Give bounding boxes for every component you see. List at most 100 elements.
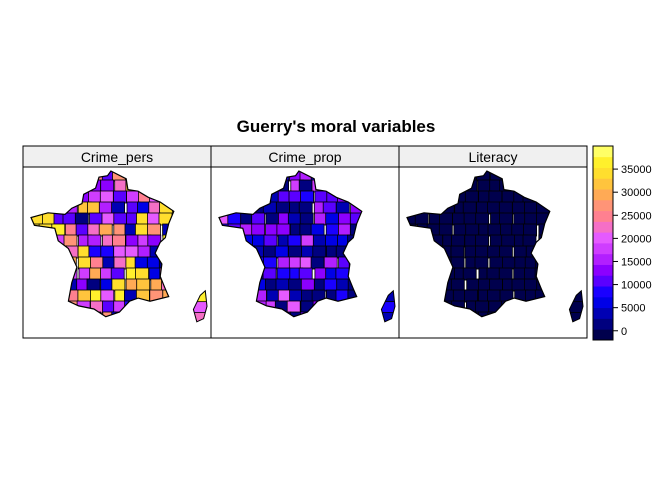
department — [263, 234, 278, 248]
color-key-swatch — [593, 318, 613, 330]
department — [86, 278, 101, 292]
department — [487, 223, 502, 237]
color-key-swatch — [593, 307, 613, 319]
color-key-tick-label: 10000 — [621, 280, 652, 292]
department — [475, 212, 490, 226]
map-panel: Literacy — [398, 145, 588, 339]
department — [498, 267, 513, 281]
color-key-swatch — [593, 167, 613, 179]
department — [512, 201, 526, 215]
department — [498, 201, 513, 215]
department — [251, 212, 266, 226]
department — [569, 312, 583, 322]
department — [478, 311, 492, 317]
department — [137, 245, 152, 259]
department — [511, 223, 526, 237]
department — [452, 212, 467, 226]
department — [465, 223, 480, 237]
department — [290, 311, 305, 317]
department — [501, 190, 516, 204]
department — [100, 245, 115, 259]
department — [511, 278, 526, 292]
color-key-swatch — [593, 156, 613, 168]
department — [289, 289, 304, 303]
department — [111, 201, 125, 215]
department — [438, 223, 453, 237]
department — [288, 245, 302, 259]
department — [300, 234, 315, 248]
department — [113, 190, 127, 204]
department — [335, 267, 350, 281]
department — [488, 278, 503, 292]
panel-label: Literacy — [468, 149, 517, 165]
department — [89, 212, 103, 226]
department — [475, 300, 489, 314]
department — [498, 245, 513, 259]
department — [274, 245, 289, 259]
department — [286, 300, 301, 314]
department — [325, 223, 340, 237]
department — [262, 267, 277, 281]
department — [276, 267, 291, 281]
department — [338, 212, 352, 226]
department — [489, 234, 504, 248]
department — [323, 278, 338, 292]
color-key-swatch — [593, 178, 613, 190]
color-key: 0 5000 10000 15000 20000 25000 30000 35000 — [592, 145, 652, 341]
department — [462, 267, 477, 281]
department — [134, 223, 149, 237]
department — [87, 234, 102, 248]
department — [299, 212, 314, 226]
color-key-swatch — [593, 221, 613, 233]
department — [300, 190, 315, 204]
department — [322, 201, 337, 215]
department — [88, 190, 102, 204]
department — [276, 223, 291, 237]
department — [324, 234, 339, 248]
department — [450, 278, 465, 292]
country-outline — [218, 170, 363, 318]
color-key-swatch — [593, 253, 613, 265]
department — [523, 223, 537, 237]
color-key-tick-label: 30000 — [621, 187, 652, 199]
map-panels: Crime_pers Crime_prop Literacy — [22, 145, 588, 339]
department — [265, 212, 280, 226]
department — [98, 201, 113, 215]
color-key-swatch — [593, 286, 613, 298]
color-key-swatch — [593, 189, 613, 201]
department — [147, 223, 161, 237]
department — [136, 278, 151, 292]
department — [110, 267, 125, 281]
department — [524, 201, 538, 215]
department — [524, 278, 538, 292]
department — [298, 179, 313, 193]
map-panel: Crime_prop — [210, 145, 400, 339]
department — [486, 267, 501, 281]
department — [263, 245, 277, 259]
department — [275, 278, 290, 292]
corsica-outline — [380, 289, 396, 323]
color-key-tick-label: 20000 — [621, 233, 652, 245]
color-key-swatch — [593, 210, 613, 222]
department — [499, 212, 514, 226]
department — [489, 256, 504, 270]
color-key-swatch — [593, 146, 613, 158]
department — [300, 278, 315, 292]
department — [381, 312, 395, 322]
department — [75, 223, 90, 237]
department — [124, 245, 139, 259]
department — [74, 212, 89, 226]
department — [112, 234, 126, 248]
color-key-tick-label: 25000 — [621, 210, 652, 222]
color-key-swatch — [593, 232, 613, 244]
department — [312, 245, 327, 259]
department — [125, 234, 140, 248]
panel-label: Crime_prop — [268, 149, 341, 165]
department — [100, 179, 115, 193]
department — [113, 212, 128, 226]
department — [312, 234, 327, 248]
country-outline — [406, 170, 551, 318]
corsica-outline — [568, 289, 584, 323]
department — [522, 234, 537, 248]
department — [135, 267, 150, 281]
